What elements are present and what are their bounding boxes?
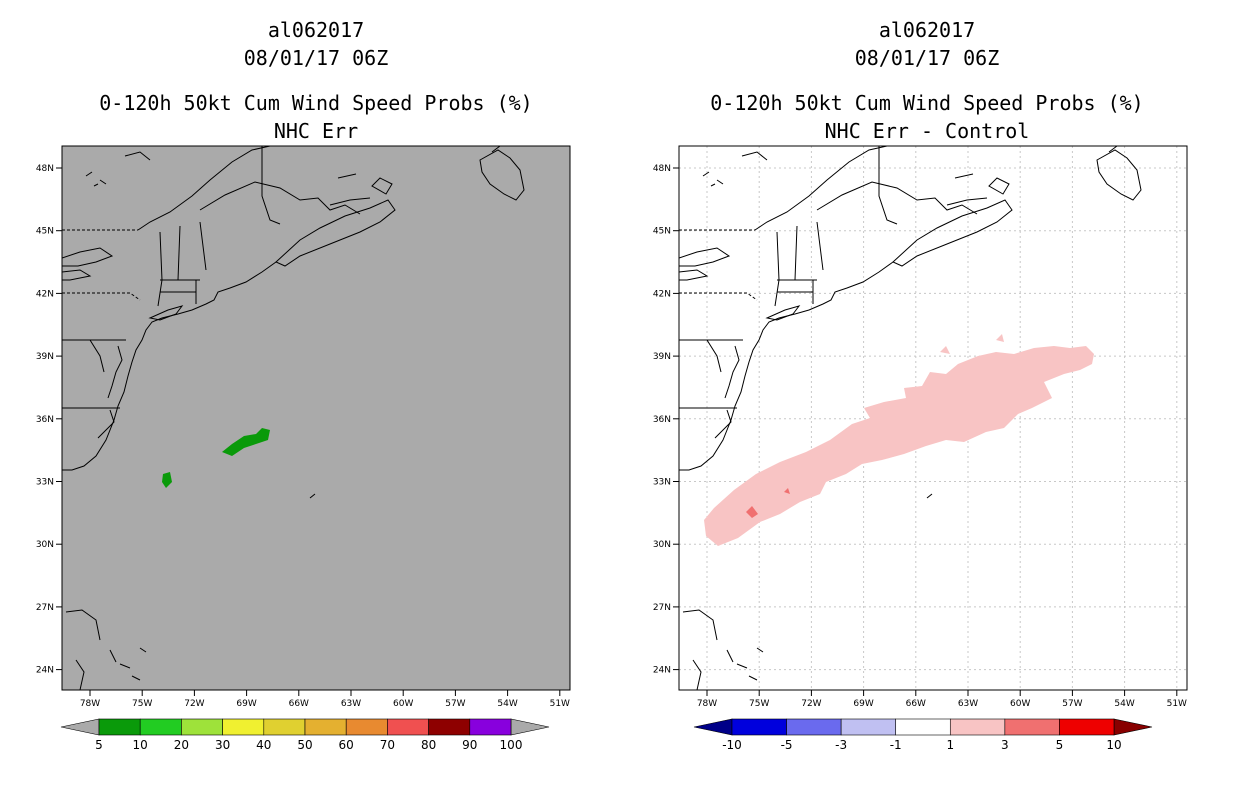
lon-label: 75W [132,699,152,709]
colorbar-segment [428,718,471,736]
right-latitude-labels: 48N 45N 42N 39N 36N 33N 30N 27N 24N [653,164,679,676]
lon-label: 57W [1062,699,1082,709]
lon-label: 75W [749,699,769,709]
colorbar-segment [731,718,787,736]
colorbar-segment [469,718,512,736]
left-datetime: 08/01/17 06Z [243,46,389,70]
lon-label: 66W [906,699,926,709]
lat-label: 39N [36,352,54,362]
colorbar-label: -3 [835,738,847,752]
lat-label: 30N [653,540,671,550]
lat-label: 24N [36,666,54,676]
colorbar-label: 5 [1056,738,1064,752]
lat-label: 39N [653,352,671,362]
colorbar-segment [222,718,265,736]
lat-label: 27N [653,603,671,613]
lon-label: 60W [1010,699,1030,709]
left-storm-id: al062017 [267,18,365,42]
lat-label: 42N [653,289,671,299]
colorbar-under-arrow [693,718,733,736]
lat-label: 45N [653,227,671,237]
lon-label: 69W [236,699,256,709]
colorbar-segment [1004,718,1060,736]
colorbar-over-arrow [1113,718,1153,736]
colorbar-segment [263,718,306,736]
colorbar-label: 80 [421,738,436,752]
left-colorbar: 5 10 20 30 40 50 60 70 80 90 100 [60,718,550,752]
right-storm-id: al062017 [878,18,976,42]
lon-label: 72W [801,699,821,709]
colorbar-segment [840,718,897,736]
right-datetime: 08/01/17 06Z [854,46,1000,70]
left-longitude-labels: 78W 75W 72W 69W 66W 63W 60W 57W 54W 51W [80,690,570,709]
colorbar-label: -1 [890,738,902,752]
colorbar-label: 60 [339,738,354,752]
colorbar-label: 1 [946,738,954,752]
lon-label: 78W [80,699,100,709]
colorbar-segment [786,718,842,736]
right-diff-area-1-3 [704,346,1094,546]
right-subtitle: NHC Err - Control [824,119,1030,143]
left-product-title: 0-120h 50kt Cum Wind Speed Probs (%) [99,91,533,115]
lon-label: 78W [697,699,717,709]
lat-label: 33N [36,478,54,488]
lon-label: 54W [497,699,517,709]
left-map: 48N 45N 42N 39N 36N 33N 30N 27N 24N 78W 75W 72W 69W… [36,145,571,709]
colorbar-segment [949,718,1006,736]
colorbar-segment [387,718,429,736]
lon-label: 54W [1114,699,1134,709]
colorbar-label: 90 [462,738,477,752]
left-latitude-labels: 48N 45N 42N 39N 36N 33N 30N 27N 24N [36,164,62,676]
right-map: 48N 45N 42N 39N 36N 33N 30N 27N 24N 78W 75W 72W 69W… [653,145,1188,709]
colorbar-segment [139,718,182,736]
colorbar-label: 3 [1001,738,1009,752]
colorbar-label: 50 [297,738,312,752]
left-prob-area-small [162,472,172,488]
lat-label: 24N [653,666,671,676]
lon-label: 51W [550,699,570,709]
right-longitude-labels: 78W 75W 72W 69W 66W 63W 60W 57W 54W 51W [697,690,1187,709]
lon-label: 69W [853,699,873,709]
lat-label: 48N [653,164,671,174]
lon-label: 57W [445,699,465,709]
lat-label: 33N [653,478,671,488]
colorbar-under-arrow [60,718,100,736]
lon-label: 72W [184,699,204,709]
colorbar-label: 20 [174,738,189,752]
lon-label: 51W [1167,699,1187,709]
right-product-title: 0-120h 50kt Cum Wind Speed Probs (%) [710,91,1144,115]
colorbar-segment [895,718,951,736]
colorbar-label: 10 [1106,738,1121,752]
colorbar-label: 70 [380,738,395,752]
left-subtitle: NHC Err [273,119,359,143]
lat-label: 42N [36,289,54,299]
colorbar-segment [98,718,141,736]
colorbar-label: 100 [500,738,523,752]
colorbar-label: 5 [95,738,103,752]
lon-label: 66W [289,699,309,709]
colorbar-label: -10 [722,738,742,752]
lon-label: 63W [341,699,361,709]
lat-label: 36N [36,415,54,425]
lat-label: 48N [36,164,54,174]
colorbar-label: 30 [215,738,230,752]
colorbar-label: -5 [781,738,793,752]
colorbar-label: 10 [133,738,148,752]
colorbar-segment [345,718,388,736]
lat-label: 30N [36,540,54,550]
lat-label: 36N [653,415,671,425]
lat-label: 27N [36,603,54,613]
lon-label: 63W [958,699,978,709]
right-diff-area-3-5 [746,488,790,518]
lon-label: 60W [393,699,413,709]
colorbar-over-arrow [510,718,550,736]
left-prob-area-main [222,428,270,456]
right-colorbar: -10 -5 -3 -1 1 3 5 10 [693,718,1153,752]
colorbar-segment [1059,718,1115,736]
lat-label: 45N [36,227,54,237]
colorbar-segment [181,718,223,736]
colorbar-segment [304,718,347,736]
colorbar-label: 40 [256,738,271,752]
